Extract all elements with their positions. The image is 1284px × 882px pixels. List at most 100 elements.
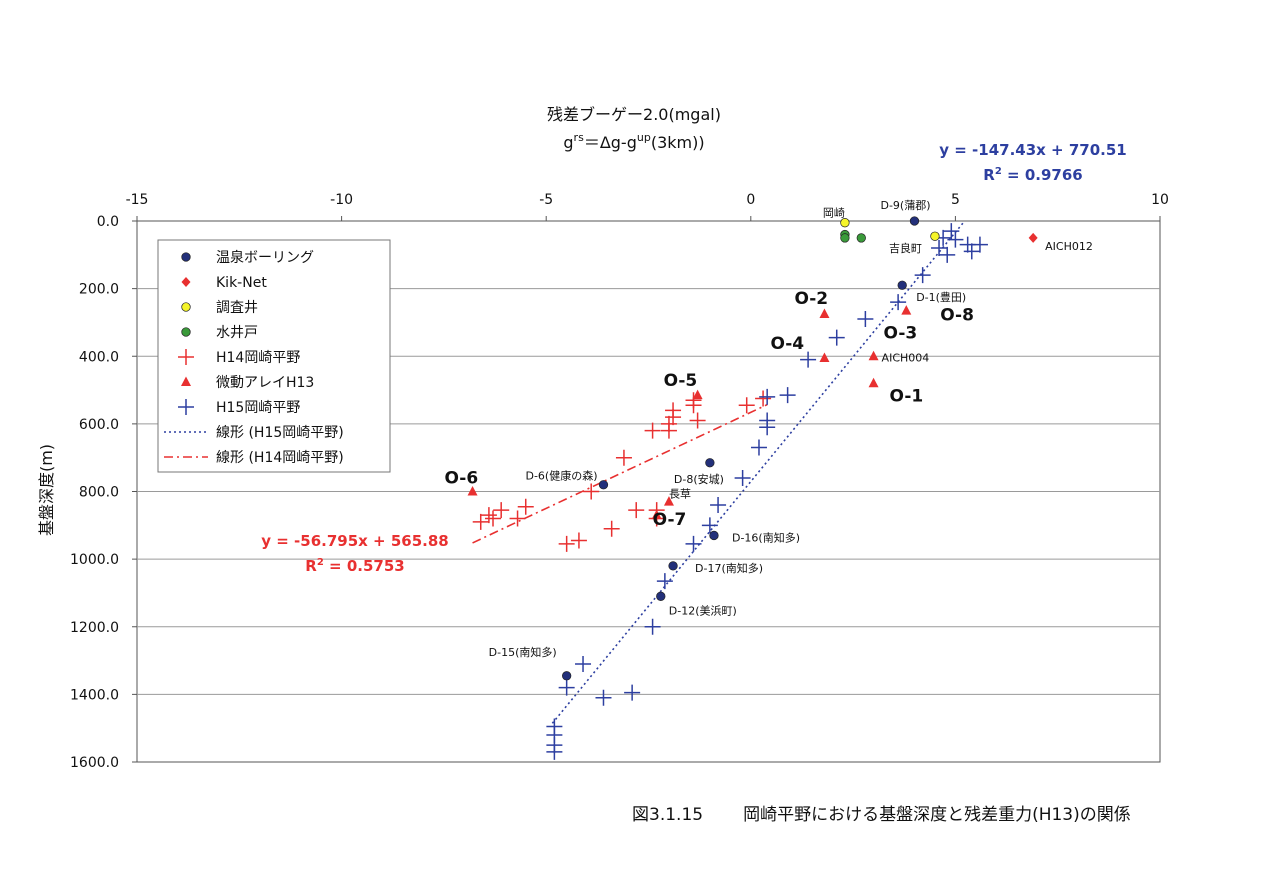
data-point bbox=[1028, 232, 1038, 243]
data-point bbox=[656, 591, 666, 601]
data-point bbox=[947, 231, 964, 248]
data-point bbox=[628, 502, 645, 519]
data-point bbox=[644, 422, 661, 439]
legend-swatch bbox=[181, 376, 191, 386]
data-point bbox=[603, 520, 620, 537]
x-tick-label: -10 bbox=[330, 192, 353, 208]
trendline bbox=[551, 221, 965, 724]
legend-swatch bbox=[181, 302, 191, 312]
y-axis-label: 基盤深度(m) bbox=[37, 444, 56, 536]
data-point bbox=[868, 350, 879, 361]
point-label: D-1(豊田) bbox=[916, 291, 966, 304]
legend-swatch bbox=[178, 399, 194, 415]
legend-label: 線形 (H15岡崎平野) bbox=[216, 425, 344, 441]
y-tick-label: 1000.0 bbox=[70, 552, 119, 568]
chart-subtitle: grs＝Δg-gup(3km)) bbox=[563, 131, 704, 152]
data-point bbox=[734, 469, 751, 486]
data-point bbox=[901, 305, 912, 315]
y-tick-label: 800.0 bbox=[79, 485, 119, 501]
data-point bbox=[890, 294, 907, 311]
y-tick-label: 200.0 bbox=[79, 282, 119, 298]
data-point bbox=[660, 422, 677, 439]
data-point bbox=[651, 509, 662, 520]
point-label: O-8 bbox=[940, 306, 974, 326]
point-label: D-6(健康の森) bbox=[525, 469, 597, 483]
point-label: O-7 bbox=[653, 510, 687, 530]
data-point bbox=[644, 618, 661, 635]
y-tick-label: 1400.0 bbox=[70, 687, 119, 703]
trendline-equation: y = -56.795x + 565.88 bbox=[261, 532, 448, 550]
legend-swatch bbox=[181, 252, 191, 262]
point-label: D-12(美浜町) bbox=[669, 604, 737, 617]
point-label: AICH004 bbox=[882, 351, 930, 364]
point-label: D-16(南知多) bbox=[732, 530, 800, 544]
trendline bbox=[472, 403, 768, 544]
point-label: D-8(安城) bbox=[674, 472, 724, 486]
point-label: AICH012 bbox=[1045, 240, 1093, 253]
data-point bbox=[575, 655, 592, 672]
point-label: D-17(南知多) bbox=[695, 561, 763, 575]
legend-label: 調査井 bbox=[216, 300, 258, 316]
data-point bbox=[485, 510, 502, 527]
data-point bbox=[819, 308, 830, 318]
legend-label: 温泉ボーリング bbox=[216, 249, 314, 266]
data-point bbox=[868, 377, 879, 388]
y-tick-label: 0.0 bbox=[97, 214, 119, 230]
data-point bbox=[546, 718, 563, 735]
point-label: O-2 bbox=[794, 289, 828, 309]
trendline-equation: y = -147.43x + 770.51 bbox=[939, 141, 1126, 159]
x-tick-label: -15 bbox=[126, 192, 149, 208]
trendline-r2: R2 = 0.9766 bbox=[983, 166, 1082, 184]
data-point bbox=[914, 267, 931, 284]
point-label: O-6 bbox=[445, 469, 479, 489]
data-point bbox=[710, 497, 727, 514]
point-label: D-9(蒲郡) bbox=[880, 198, 930, 212]
data-point bbox=[897, 280, 907, 290]
data-point bbox=[615, 449, 632, 466]
data-point bbox=[939, 246, 956, 263]
data-point bbox=[558, 535, 575, 552]
legend-swatch bbox=[178, 349, 194, 365]
data-point bbox=[705, 458, 715, 468]
data-point bbox=[819, 352, 830, 362]
data-point bbox=[467, 486, 478, 496]
trendline-r2: R2 = 0.5753 bbox=[305, 557, 404, 575]
data-point bbox=[583, 483, 600, 500]
data-point bbox=[759, 388, 776, 405]
x-tick-label: 5 bbox=[951, 192, 960, 208]
data-point bbox=[930, 231, 940, 241]
plot-area: 0.0 200.0 400.0 600.0 800.0 1000.0 1200.0 1400.… bbox=[70, 141, 1169, 771]
point-label: 吉良町 bbox=[889, 241, 922, 255]
x-tick-label: -5 bbox=[539, 192, 553, 208]
data-point bbox=[546, 743, 563, 760]
data-point bbox=[685, 535, 702, 552]
data-point bbox=[840, 233, 850, 243]
y-tick-label: 1200.0 bbox=[70, 620, 119, 636]
legend-label: 微動アレイH13 bbox=[216, 375, 314, 391]
legend-label: 水井戸 bbox=[216, 325, 258, 341]
data-point bbox=[689, 412, 706, 429]
data-point bbox=[517, 498, 534, 515]
chart-title: 残差ブーゲー2.0(mgal) bbox=[547, 105, 721, 124]
figure-caption: 図3.1.15 岡崎平野における基盤深度と残差重力(H13)の関係 bbox=[632, 800, 1131, 825]
data-point bbox=[598, 480, 609, 490]
data-point bbox=[562, 671, 572, 681]
data-point bbox=[570, 532, 587, 549]
legend-swatch bbox=[181, 277, 191, 287]
data-point bbox=[472, 513, 489, 530]
x-tick-label: 0 bbox=[746, 192, 755, 208]
data-point bbox=[755, 390, 772, 407]
data-point bbox=[493, 502, 510, 519]
point-label: 長草 bbox=[669, 488, 691, 501]
data-point bbox=[692, 389, 703, 400]
data-point bbox=[709, 530, 719, 541]
legend-label: 線形 (H14岡崎平野) bbox=[216, 450, 344, 466]
data-point bbox=[685, 397, 702, 414]
figure-caption-text: 岡崎平野における基盤深度と残差重力(H13)の関係 bbox=[743, 805, 1131, 825]
data-point bbox=[856, 233, 866, 243]
y-tick-label: 600.0 bbox=[79, 417, 119, 433]
y-tick-label: 1600.0 bbox=[70, 755, 119, 771]
data-point bbox=[779, 387, 796, 404]
data-point bbox=[931, 240, 948, 257]
